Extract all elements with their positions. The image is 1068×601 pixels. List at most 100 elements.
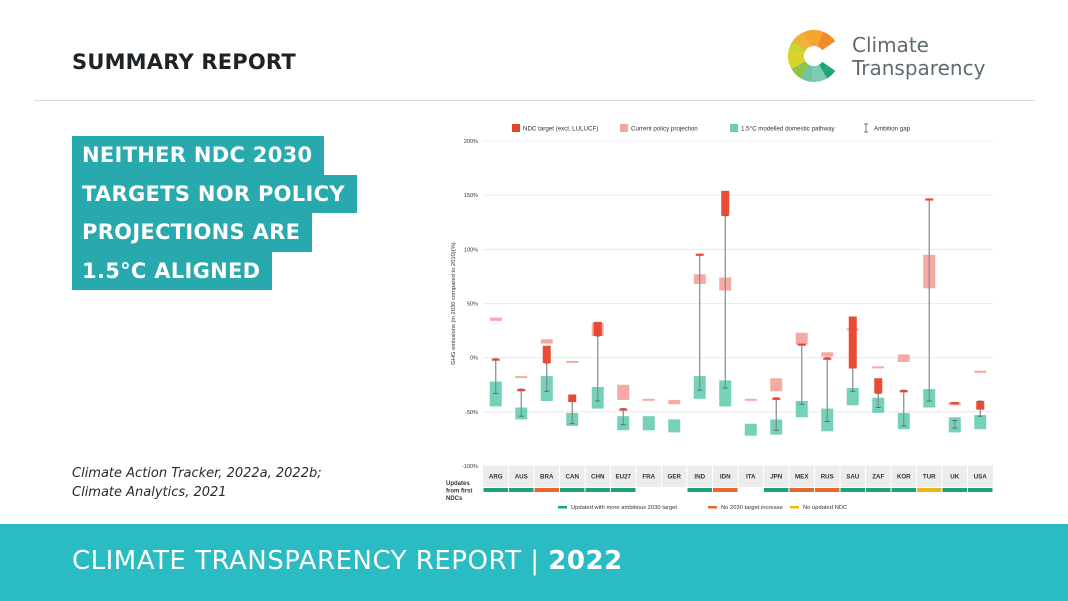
pathway-bar: [795, 401, 808, 418]
ndc-bar: [542, 345, 551, 364]
x-tick-label: ARG: [489, 474, 503, 481]
logo-segment: [788, 41, 806, 54]
update-legend-swatch-updated: [558, 506, 567, 509]
update-status-bar: [713, 488, 738, 492]
update-status-bar: [942, 488, 967, 492]
y-tick-label: 0%: [470, 356, 478, 362]
headline-line: NEITHER NDC 2030: [72, 136, 325, 175]
update-status-bar: [815, 488, 840, 492]
x-tick-label: ZAF: [872, 474, 884, 481]
updates-label: Updates: [446, 481, 470, 487]
logo-text-line1: Climate: [852, 33, 929, 57]
x-tick-label: SAU: [846, 474, 860, 481]
emissions-chart: NDC target (excl. LULUCF) Current policy …: [446, 123, 993, 511]
x-tick-label: FRA: [642, 474, 655, 481]
policy-bar: [668, 399, 681, 405]
footer-title: CLIMATE TRANSPARENCY REPORT | 2022: [72, 546, 623, 576]
ndc-bar: [695, 253, 704, 256]
x-tick-label: GER: [668, 474, 682, 481]
ndc-bar: [950, 402, 959, 405]
update-status-bar: [687, 488, 712, 492]
climate-transparency-logo: Climate Transparency: [786, 28, 1001, 90]
pathway-bar: [719, 380, 732, 407]
update-status-bar: [764, 488, 789, 492]
logo-segment: [788, 49, 806, 69]
legend-swatch-policy: [620, 124, 628, 132]
update-status-bar: [483, 488, 508, 492]
ndc-bar: [491, 358, 500, 361]
y-axis-label: GHG emissions (in 2030 compared to 2010)…: [451, 242, 457, 365]
policy-bar: [795, 332, 808, 345]
logo-ring-icon: [788, 30, 836, 82]
ndc-bar: [823, 357, 832, 360]
x-tick-label: JPN: [770, 474, 783, 481]
headline-line: PROJECTIONS ARE: [72, 213, 313, 252]
legend-swatch-ndc: [512, 124, 520, 132]
policy-bar: [821, 352, 834, 357]
updates-label: NDCs: [446, 496, 463, 502]
ndc-bar: [721, 190, 730, 216]
x-tick-label: IDN: [720, 474, 731, 481]
ndc-bar: [772, 397, 781, 400]
pathway-bar: [744, 423, 757, 436]
update-status-bar: [611, 488, 636, 492]
policy-bar: [770, 378, 783, 392]
update-status-bar: [560, 488, 585, 492]
pathway-bar: [974, 415, 987, 430]
x-tick-label: MEX: [795, 474, 809, 481]
legend-label: Ambition gap: [874, 126, 911, 133]
legend-label: NDC target (excl. LULUCF): [523, 126, 598, 133]
headline-line: TARGETS NOR POLICY: [72, 174, 357, 213]
page-title: SUMMARY REPORT: [72, 50, 296, 74]
ndc-bar: [593, 321, 602, 336]
y-tick-label: 150%: [464, 193, 478, 199]
update-legend-label: No updated NDC: [803, 505, 847, 511]
y-tick-label: 50%: [467, 302, 478, 308]
policy-bar: [744, 398, 757, 401]
y-tick-label: 100%: [464, 247, 478, 253]
x-tick-label: UK: [950, 474, 959, 481]
pathway-bar: [489, 381, 502, 407]
source-line: Climate Analytics, 2021: [72, 485, 227, 500]
policy-bar: [872, 366, 885, 369]
update-status-bar: [866, 488, 891, 492]
x-tick-label: USA: [974, 474, 988, 481]
ndc-bar: [925, 198, 934, 201]
policy-bar: [515, 376, 528, 379]
ndc-bar: [568, 394, 577, 403]
update-status-bar: [840, 488, 865, 492]
policy-bar: [642, 398, 655, 401]
footer-banner: CLIMATE TRANSPARENCY REPORT | 2022: [0, 524, 1068, 601]
update-status-bar: [585, 488, 610, 492]
logo-segment: [803, 30, 823, 47]
logo-text-line2: Transparency: [852, 56, 986, 80]
policy-bar: [897, 354, 910, 362]
policy-bar: [540, 339, 553, 344]
update-status-bar: [509, 488, 534, 492]
legend-label: Current policy projection: [631, 126, 698, 133]
policy-bar: [974, 370, 987, 373]
x-tick-label: BRA: [540, 474, 554, 481]
ndc-bar: [874, 378, 883, 394]
logo-segment: [817, 31, 836, 51]
update-legend-swatch-no_update: [790, 506, 799, 509]
policy-bar: [566, 360, 579, 363]
footer-year: 2022: [548, 546, 623, 576]
pathway-bar: [668, 419, 681, 433]
x-tick-label: EU27: [616, 474, 632, 481]
x-tick-label: TUR: [923, 474, 936, 481]
ndc-bar: [848, 316, 857, 369]
logo-segment: [811, 64, 827, 82]
pathway-bar: [642, 416, 655, 431]
x-tick-label: RUS: [821, 474, 834, 481]
update-status-bar: [891, 488, 916, 492]
update-status-bar: [917, 488, 942, 492]
policy-bar: [489, 317, 502, 321]
updates-label: from first: [446, 489, 472, 495]
source-citation: Climate Action Tracker, 2022a, 2022b; Cl…: [72, 464, 322, 502]
y-tick-label: -100%: [462, 464, 478, 470]
legend-label: 1.5°C modelled domestic pathway: [741, 126, 836, 133]
pathway-bar: [846, 388, 859, 406]
update-legend-swatch-no_increase: [708, 506, 717, 509]
update-status-bar: [534, 488, 559, 492]
